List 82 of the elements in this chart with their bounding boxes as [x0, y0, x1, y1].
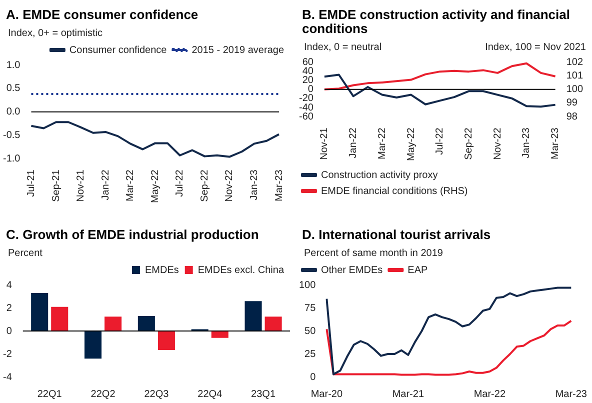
bar [138, 316, 155, 331]
x-tick-label: Jan-22 [348, 127, 360, 158]
y2-tick-label: 99 [566, 98, 578, 109]
y-tick-label: 60 [302, 56, 314, 68]
bar [211, 331, 228, 338]
y-tick-label: -20 [299, 93, 314, 104]
x-tick-label: Mar-22 [125, 169, 136, 202]
bar [31, 293, 48, 331]
x-tick-label: Nov-22 [224, 169, 236, 202]
y2-tick-label: 101 [566, 70, 584, 82]
legend-label: Construction activity proxy [321, 170, 438, 181]
x-tick-label: Mar-23 [550, 127, 562, 160]
x-tick-label: 22Q2 [90, 388, 116, 400]
legend-label: EMDEs excl. China [198, 264, 284, 276]
x-tick-label: Mar-21 [392, 388, 424, 400]
y-tick-label: 1.0 [6, 60, 21, 71]
x-tick-label: Jul-22 [174, 169, 186, 197]
y-axis-title: Percent [8, 248, 42, 259]
y-tick-label: 75 [304, 302, 316, 314]
y-tick-label: 40 [302, 66, 314, 77]
y-tick-label: 0 [308, 84, 314, 96]
bar [84, 331, 102, 359]
y-tick-label: 25 [304, 348, 316, 360]
x-tick-label: 22Q4 [198, 388, 223, 400]
y-axis-title: Index, 0+ = optimistic [8, 28, 102, 39]
bar [244, 301, 262, 331]
chart-title: B. EMDE construction activity and financial conditions [301, 7, 571, 36]
legend-label: EMDEs [144, 264, 179, 276]
x-tick-label: Mar-23 [555, 388, 588, 400]
x-tick-label: Mar-22 [474, 388, 506, 400]
y-tick-label: 0 [310, 372, 316, 383]
x-tick-label: Sep-22 [199, 169, 210, 202]
x-tick-label: May-22 [406, 127, 417, 162]
x-tick-label: Nov-21 [76, 169, 87, 202]
bar [104, 316, 122, 331]
legend-label: EMDE financial conditions (RHS) [321, 186, 468, 197]
y-tick-label: 2 [6, 302, 12, 314]
x-tick-label: Mar-22 [376, 127, 388, 160]
x-tick-label: Jul-21 [26, 169, 37, 197]
chart-title: A. EMDE consumer confidence [5, 7, 200, 22]
legend-label: EAP [408, 264, 428, 276]
legend-label: Other EMDEs [321, 264, 383, 276]
y-tick-label: -60 [299, 111, 314, 122]
x-tick-label: 22Q1 [37, 388, 62, 400]
chart-title: D. International tourist arrivals [301, 227, 492, 242]
x-tick-label: Nov-21 [319, 127, 330, 160]
y-tick-label: 0 [6, 326, 12, 337]
y2-tick-label: 100 [566, 84, 584, 96]
y-tick-label: -40 [299, 102, 314, 114]
y-tick-label: 100 [298, 280, 316, 291]
y-tick-label: -2 [2, 348, 12, 360]
y-tick-label: -1.0 [2, 153, 21, 164]
x-tick-label: Jan-22 [100, 169, 112, 200]
y-tick-label: 20 [302, 74, 314, 86]
chart-title: C. Growth of EMDE industrial production [5, 227, 260, 242]
x-tick-label: Sep-21 [50, 169, 62, 202]
y2-axis-title: Index, 100 = Nov 2021 [485, 42, 586, 53]
x-tick-label: Mar-20 [310, 388, 343, 400]
bar [264, 316, 282, 331]
x-tick-label: Nov-22 [492, 127, 504, 160]
legend-label: Consumer confidence [69, 44, 168, 56]
y-tick-label: -4 [2, 372, 12, 383]
y2-tick-label: 102 [566, 56, 584, 68]
y-axis-title: Percent of same month in 2019 [304, 248, 443, 259]
y-tick-label: 4 [6, 280, 12, 291]
x-tick-label: Jul-22 [434, 127, 446, 155]
x-tick-label: Sep-22 [463, 127, 474, 160]
x-tick-label: May-22 [150, 169, 161, 204]
y-tick-label: 0.0 [6, 106, 21, 118]
x-tick-label: Mar-23 [274, 169, 285, 202]
x-tick-label: Jan-23 [248, 169, 260, 200]
bar [51, 306, 68, 331]
y-axis-title: Index, 0 = neutral [304, 42, 382, 53]
y-tick-label: 50 [304, 326, 316, 337]
x-tick-label: 22Q3 [144, 388, 170, 400]
legend-label: 2015 - 2019 average [192, 44, 284, 56]
x-tick-label: Jan-23 [521, 127, 532, 158]
y-tick-label: -0.5 [2, 130, 21, 141]
y2-tick-label: 98 [566, 111, 578, 122]
bar [158, 331, 175, 350]
y-tick-label: 0.5 [6, 83, 21, 94]
x-tick-label: 23Q1 [251, 388, 276, 400]
